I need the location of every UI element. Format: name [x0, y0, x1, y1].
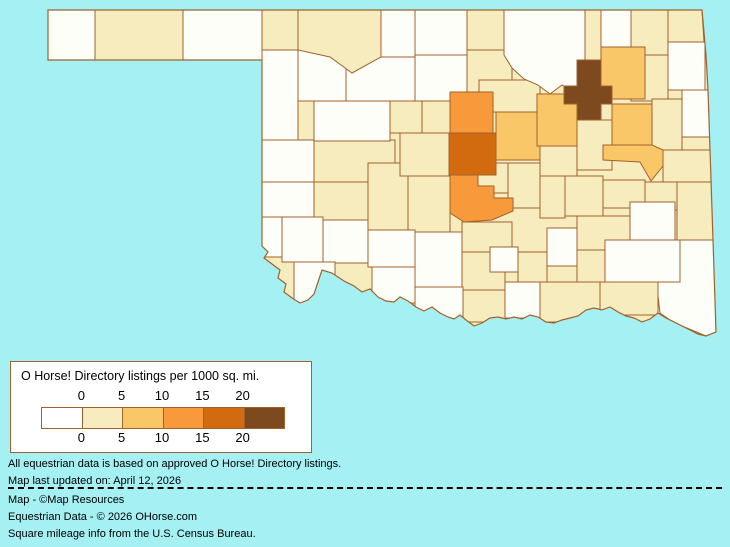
county-region	[399, 132, 450, 177]
county-region	[334, 262, 373, 308]
county-region	[261, 216, 283, 258]
county-region	[564, 175, 604, 217]
legend-swatch	[42, 408, 82, 428]
county-region	[313, 100, 391, 142]
county-region	[600, 10, 632, 51]
legend-tick-label: 15	[195, 430, 210, 445]
county-region	[449, 91, 494, 134]
county-region	[297, 10, 382, 74]
county-region	[94, 10, 184, 61]
legend-swatch	[162, 408, 203, 428]
legend-swatch	[81, 408, 122, 428]
county-region	[367, 229, 416, 268]
legend-ticks-top: 0 5 10 15 20	[41, 388, 283, 404]
oklahoma-county-map	[47, 9, 717, 337]
county-region	[504, 281, 541, 319]
county-region	[563, 59, 613, 121]
county-region	[599, 281, 659, 316]
legend-tick-label: 0	[77, 388, 85, 403]
legend: O Horse! Directory listings per 1000 sq.…	[10, 361, 312, 453]
county-region	[380, 10, 416, 58]
county-region	[182, 10, 263, 61]
county-region	[414, 10, 468, 56]
county-region	[414, 231, 463, 288]
county-region	[322, 219, 369, 264]
note-data-source: All equestrian data is based on approved…	[8, 458, 342, 470]
legend-swatch	[122, 408, 163, 428]
county-region	[462, 289, 506, 323]
county-region	[667, 10, 705, 43]
legend-tick-label: 20	[235, 430, 250, 445]
county-region	[604, 239, 681, 283]
county-region	[546, 227, 578, 267]
county-region	[421, 100, 451, 134]
county-region	[48, 10, 96, 61]
county-region	[539, 175, 566, 219]
county-region	[602, 144, 664, 182]
credit-square-mileage: Square mileage info from the U.S. Census…	[8, 528, 256, 540]
legend-tick-label: 10	[154, 388, 170, 403]
county-region	[414, 286, 464, 328]
county-region	[389, 100, 423, 134]
credit-equestrian-data: Equestrian Data - © 2026 OHorse.com	[8, 511, 198, 523]
county-region	[371, 266, 416, 304]
note-last-updated: Map last updated on: April 12, 2026	[8, 475, 182, 487]
legend-tick-label: 15	[195, 388, 210, 403]
county-region	[293, 261, 336, 308]
legend-swatch	[203, 408, 244, 428]
county-region	[662, 149, 713, 183]
legend-tick-label: 10	[154, 430, 170, 445]
county-region	[261, 139, 315, 183]
county-region	[489, 246, 519, 273]
county-region	[281, 216, 324, 263]
county-region	[448, 132, 497, 176]
county-region	[407, 175, 451, 233]
county-region	[261, 10, 299, 51]
legend-tick-label: 20	[235, 388, 250, 403]
county-region	[629, 201, 676, 241]
legend-swatch	[243, 408, 284, 428]
legend-ticks-bottom: 0 5 10 15 20	[41, 430, 283, 446]
county-region	[539, 145, 578, 177]
credit-map: Map - ©Map Resources	[8, 494, 125, 506]
county-region	[681, 89, 711, 138]
dashed-separator	[8, 487, 722, 489]
state-border	[47, 9, 717, 337]
legend-tick-label: 5	[118, 430, 126, 445]
legend-tick-label: 5	[118, 388, 126, 403]
county-region	[517, 251, 548, 286]
county-region	[539, 281, 601, 323]
legend-title: O Horse! Directory listings per 1000 sq.…	[21, 369, 260, 383]
county-region	[449, 169, 514, 223]
legend-tick-label: 0	[77, 430, 85, 445]
county-region	[313, 139, 396, 183]
county-region	[261, 181, 315, 218]
county-region	[495, 111, 541, 161]
county-region	[667, 41, 706, 91]
county-region	[611, 103, 653, 148]
county-region	[651, 98, 683, 151]
legend-color-bar	[41, 407, 285, 429]
